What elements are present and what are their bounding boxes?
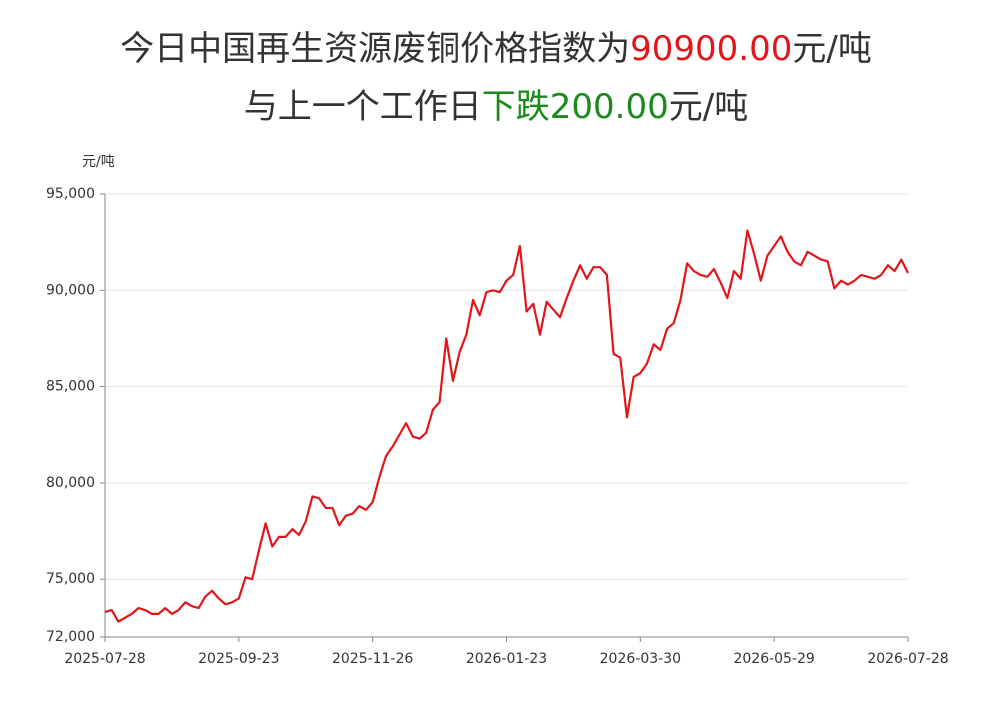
title-part: 元/吨: [792, 29, 871, 69]
title-line: 与上一个工作日下跌200.00元/吨: [244, 87, 748, 127]
title-part: 下跌200.00: [482, 87, 669, 127]
title-part: 今日中国再生资源废铜价格指数为: [120, 29, 630, 69]
line: [104, 229, 909, 623]
y-tick-label: 75,000: [46, 571, 95, 587]
y-axis-label: 元/吨: [82, 154, 115, 170]
title-line: 今日中国再生资源废铜价格指数为90900.00元/吨: [120, 29, 872, 69]
title-part: 90900.00: [630, 29, 792, 69]
x-tick-label: 2025-11-26: [332, 651, 413, 667]
y-tick-label: 80,000: [46, 475, 95, 491]
x-tick-label: 2026-05-29: [733, 651, 814, 667]
y-tick-label: 72,000: [46, 629, 95, 645]
x-tick-label: 2026-01-23: [466, 651, 547, 667]
y-tick-label: 95,000: [46, 186, 95, 202]
x-tick-label: 2025-07-28: [64, 651, 145, 667]
y-tick-label: 90,000: [46, 282, 95, 298]
x-tick-label: 2025-09-23: [198, 651, 279, 667]
y-tick-label: 85,000: [46, 379, 95, 395]
title-part: 元/吨: [669, 87, 748, 127]
x-tick-label: 2026-07-28: [867, 651, 948, 667]
x-tick-label: 2026-03-30: [600, 651, 681, 667]
title-part: 与上一个工作日: [244, 87, 482, 127]
